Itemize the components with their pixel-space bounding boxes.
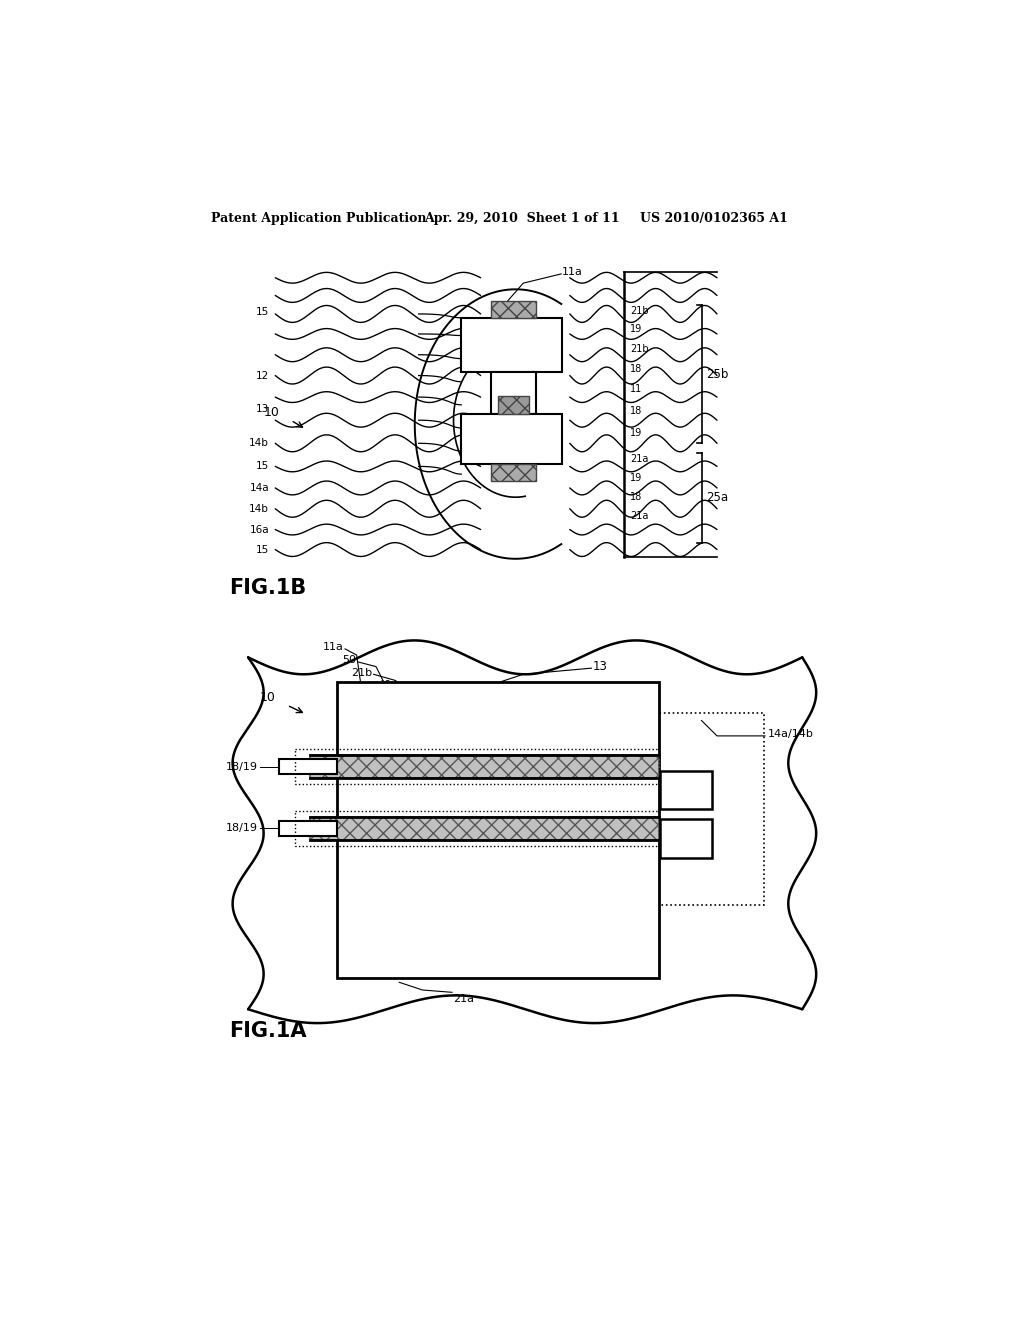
Bar xyxy=(659,818,713,858)
Text: 18/19: 18/19 xyxy=(226,824,258,833)
Text: 21a: 21a xyxy=(454,994,474,1003)
Text: 18: 18 xyxy=(630,407,642,416)
Text: 13: 13 xyxy=(256,404,269,413)
Bar xyxy=(310,755,658,779)
Text: 21b: 21b xyxy=(630,306,649,315)
Text: 14a: 14a xyxy=(250,483,269,492)
Text: 14b: 14b xyxy=(249,438,269,449)
Text: 40: 40 xyxy=(378,680,391,690)
Bar xyxy=(280,759,337,775)
Bar xyxy=(490,372,536,414)
Bar xyxy=(295,810,658,846)
Bar xyxy=(655,713,764,906)
Text: 25a: 25a xyxy=(707,491,728,504)
Text: 11: 11 xyxy=(630,384,642,395)
Text: X': X' xyxy=(529,733,542,746)
Bar xyxy=(490,301,536,318)
Bar xyxy=(490,465,536,480)
Bar xyxy=(310,817,658,840)
Bar xyxy=(461,318,562,372)
Text: 18: 18 xyxy=(630,492,642,502)
Text: 21a: 21a xyxy=(630,454,648,463)
Bar xyxy=(498,396,528,414)
Text: 10: 10 xyxy=(259,690,275,704)
Text: 14b: 14b xyxy=(249,504,269,513)
Text: US 2010/0102365 A1: US 2010/0102365 A1 xyxy=(640,213,787,226)
Bar xyxy=(337,682,658,978)
Text: 21b: 21b xyxy=(351,668,372,677)
Text: 13: 13 xyxy=(593,660,608,673)
Text: 50: 50 xyxy=(343,656,356,665)
Bar xyxy=(280,821,337,836)
Bar xyxy=(659,771,713,809)
Text: 21a: 21a xyxy=(630,511,648,521)
Text: FIG.1A: FIG.1A xyxy=(228,1020,306,1040)
Text: 21b: 21b xyxy=(630,345,649,354)
Bar xyxy=(295,748,658,784)
Text: Apr. 29, 2010  Sheet 1 of 11: Apr. 29, 2010 Sheet 1 of 11 xyxy=(424,213,620,226)
Text: FIG.1B: FIG.1B xyxy=(228,578,306,598)
Text: 19: 19 xyxy=(630,473,642,483)
Text: 11a: 11a xyxy=(562,268,583,277)
Text: 12: 12 xyxy=(256,371,269,380)
Text: 15: 15 xyxy=(256,308,269,317)
Text: 15: 15 xyxy=(256,462,269,471)
Text: 19: 19 xyxy=(630,428,642,437)
Text: 16a: 16a xyxy=(250,524,269,535)
Text: 18/19: 18/19 xyxy=(226,762,258,772)
Text: 18: 18 xyxy=(630,364,642,375)
Text: 19: 19 xyxy=(630,325,642,334)
Text: 11a: 11a xyxy=(323,643,343,652)
Text: 25b: 25b xyxy=(707,367,728,380)
Text: 15: 15 xyxy=(256,545,269,554)
Text: X: X xyxy=(529,875,538,888)
Text: 14a/14b: 14a/14b xyxy=(767,730,813,739)
Bar xyxy=(461,414,562,465)
Text: Patent Application Publication: Patent Application Publication xyxy=(211,213,426,226)
Text: 10: 10 xyxy=(263,407,280,418)
